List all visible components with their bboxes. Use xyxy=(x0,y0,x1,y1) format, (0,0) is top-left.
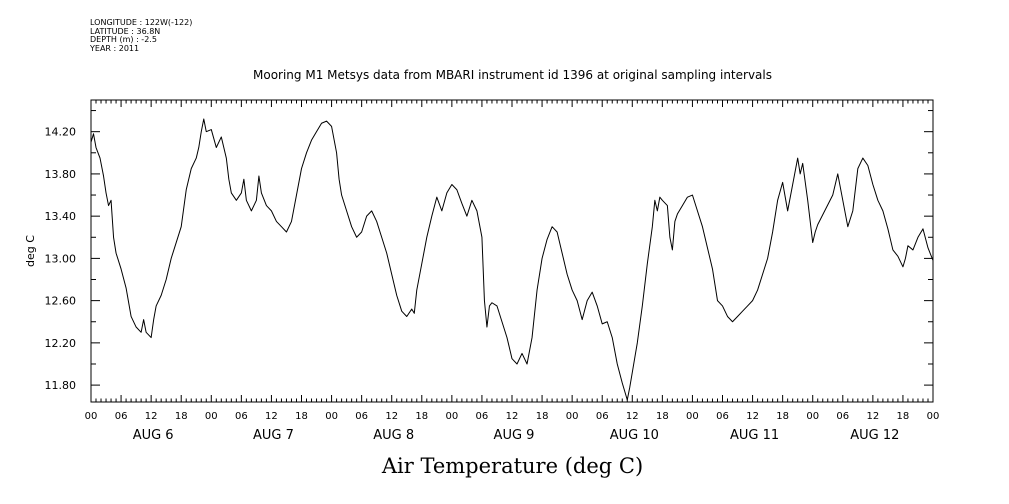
y-tick-label: 14.20 xyxy=(45,126,77,139)
y-tick-label: 12.60 xyxy=(45,295,77,308)
x-tick-label: 12 xyxy=(385,411,398,422)
x-tick-label: 18 xyxy=(295,411,308,422)
latitude-text: LATITUDE : 36.8N xyxy=(90,26,161,36)
x-day-label: AUG 9 xyxy=(494,428,535,443)
y-tick-label: 13.40 xyxy=(45,210,77,223)
x-tick-label: 12 xyxy=(746,411,759,422)
x-tick-label: 00 xyxy=(806,411,819,422)
x-tick-label: 00 xyxy=(325,411,338,422)
x-day-label: AUG 7 xyxy=(253,428,294,443)
year-text: YEAR : 2011 xyxy=(90,43,140,53)
x-tick-label: 18 xyxy=(536,411,549,422)
metadata-block: LONGITUDE : 122W(-122) LATITUDE : 36.8N … xyxy=(90,18,193,53)
x-tick-label: 00 xyxy=(445,411,458,422)
x-day-label: AUG 8 xyxy=(373,428,414,443)
x-tick-label: 06 xyxy=(476,411,489,422)
x-tick-label: 12 xyxy=(506,411,519,422)
x-tick-label: 18 xyxy=(175,411,188,422)
x-tick-label: 06 xyxy=(355,411,368,422)
x-tick-label: 00 xyxy=(927,411,940,422)
air-temperature-series-line xyxy=(90,118,934,401)
x-axis-title: Air Temperature (deg C) xyxy=(381,454,644,478)
x-tick-label: 18 xyxy=(656,411,669,422)
y-tick-label: 12.20 xyxy=(45,337,77,350)
y-tick-label: 13.00 xyxy=(45,252,77,265)
x-tick-label: 00 xyxy=(205,411,218,422)
y-tick-label: 13.80 xyxy=(45,168,77,181)
x-tick-label: 06 xyxy=(596,411,609,422)
y-axis-label: deg C xyxy=(24,235,37,267)
x-day-label: AUG 12 xyxy=(850,428,899,443)
x-tick-label: 12 xyxy=(626,411,639,422)
x-day-label: AUG 11 xyxy=(730,428,779,443)
x-tick-label: 00 xyxy=(85,411,98,422)
x-tick-label: 00 xyxy=(686,411,699,422)
x-day-label: AUG 6 xyxy=(133,428,174,443)
chart-title: Mooring M1 Metsys data from MBARI instru… xyxy=(253,68,772,82)
x-day-label: AUG 10 xyxy=(610,428,659,443)
x-tick-label: 18 xyxy=(776,411,789,422)
x-tick-label: 18 xyxy=(897,411,910,422)
depth-text: DEPTH (m) : -2.5 xyxy=(90,35,157,44)
y-tick-label: 11.80 xyxy=(45,379,77,392)
x-tick-label: 06 xyxy=(115,411,128,422)
x-tick-label: 00 xyxy=(566,411,579,422)
x-tick-label: 12 xyxy=(265,411,278,422)
x-tick-label: 12 xyxy=(866,411,879,422)
x-tick-label: 06 xyxy=(716,411,729,422)
longitude-text: LONGITUDE : 122W(-122) xyxy=(90,18,193,27)
x-tick-label: 06 xyxy=(235,411,248,422)
x-tick-label: 12 xyxy=(145,411,158,422)
x-tick-label: 18 xyxy=(415,411,428,422)
x-tick-label: 06 xyxy=(836,411,849,422)
